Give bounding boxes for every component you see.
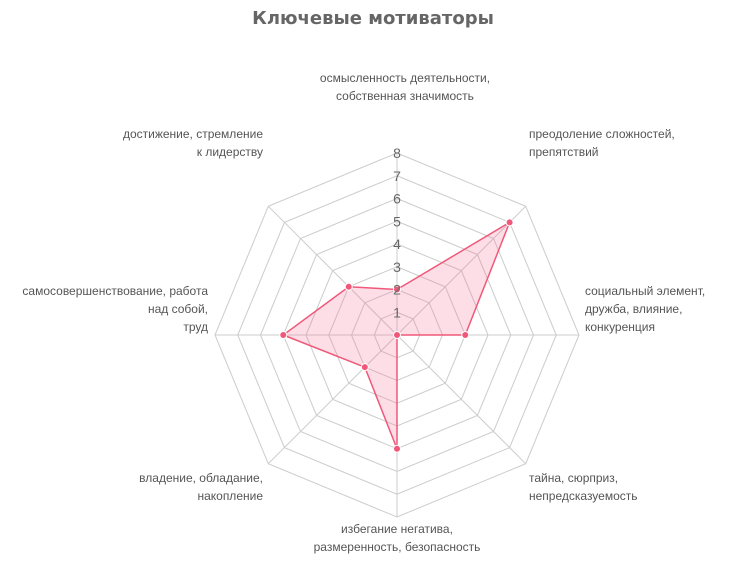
data-points: [279, 218, 514, 453]
axis-label: достижение, стремление: [123, 127, 263, 141]
axis-label: к лидерству: [197, 145, 263, 159]
axis-label: непредсказуемость: [529, 489, 638, 503]
data-point[interactable]: [461, 331, 470, 339]
chart-title: Ключевые мотиваторы: [252, 8, 494, 29]
axis-label: социальный элемент,: [585, 284, 705, 298]
axis-labels: осмысленность деятельности, собственная з…: [22, 71, 705, 554]
radial-tick-labels: 1 2 3 4 5 6 7 8: [393, 145, 401, 320]
tick-label: 7: [393, 168, 401, 184]
grid-spoke: [267, 334, 398, 465]
data-point[interactable]: [393, 331, 401, 339]
data-point[interactable]: [360, 363, 369, 372]
axis-label: накопление: [197, 489, 263, 503]
axis-label: дружба, влияние,: [585, 302, 682, 316]
axis-label: препятствий: [529, 145, 598, 159]
grid-spoke: [267, 205, 398, 336]
tick-label: 8: [393, 145, 401, 161]
axis-label: осмысленность деятельности,: [320, 71, 490, 85]
data-point[interactable]: [505, 218, 514, 227]
tick-label: 3: [393, 259, 401, 275]
data-point[interactable]: [393, 444, 401, 453]
axis-label: над собой,: [148, 302, 208, 316]
axis-label: собственная значимость: [336, 89, 474, 103]
axis-label: преодоление сложностей,: [529, 127, 675, 141]
axis-label: самосовершенствование, работа: [22, 284, 208, 298]
tick-label: 4: [393, 236, 401, 252]
tick-label: 5: [393, 213, 401, 229]
tick-label: 2: [393, 282, 401, 298]
tick-label: 6: [393, 191, 401, 207]
data-point[interactable]: [393, 285, 401, 294]
grid-spoke: [396, 205, 527, 336]
data-point[interactable]: [344, 282, 353, 291]
axis-label: владение, обладание,: [139, 471, 263, 485]
grid-spoke: [396, 334, 527, 465]
axis-label: избегание негатива,: [341, 522, 453, 536]
data-point[interactable]: [279, 331, 288, 339]
axis-label: тайна, сюрприз,: [529, 471, 618, 485]
axis-label: труд: [183, 320, 208, 334]
tick-label: 1: [393, 304, 401, 320]
axis-label: размеренность, безопасность: [314, 540, 481, 554]
axis-label: конкуренция: [585, 320, 655, 334]
